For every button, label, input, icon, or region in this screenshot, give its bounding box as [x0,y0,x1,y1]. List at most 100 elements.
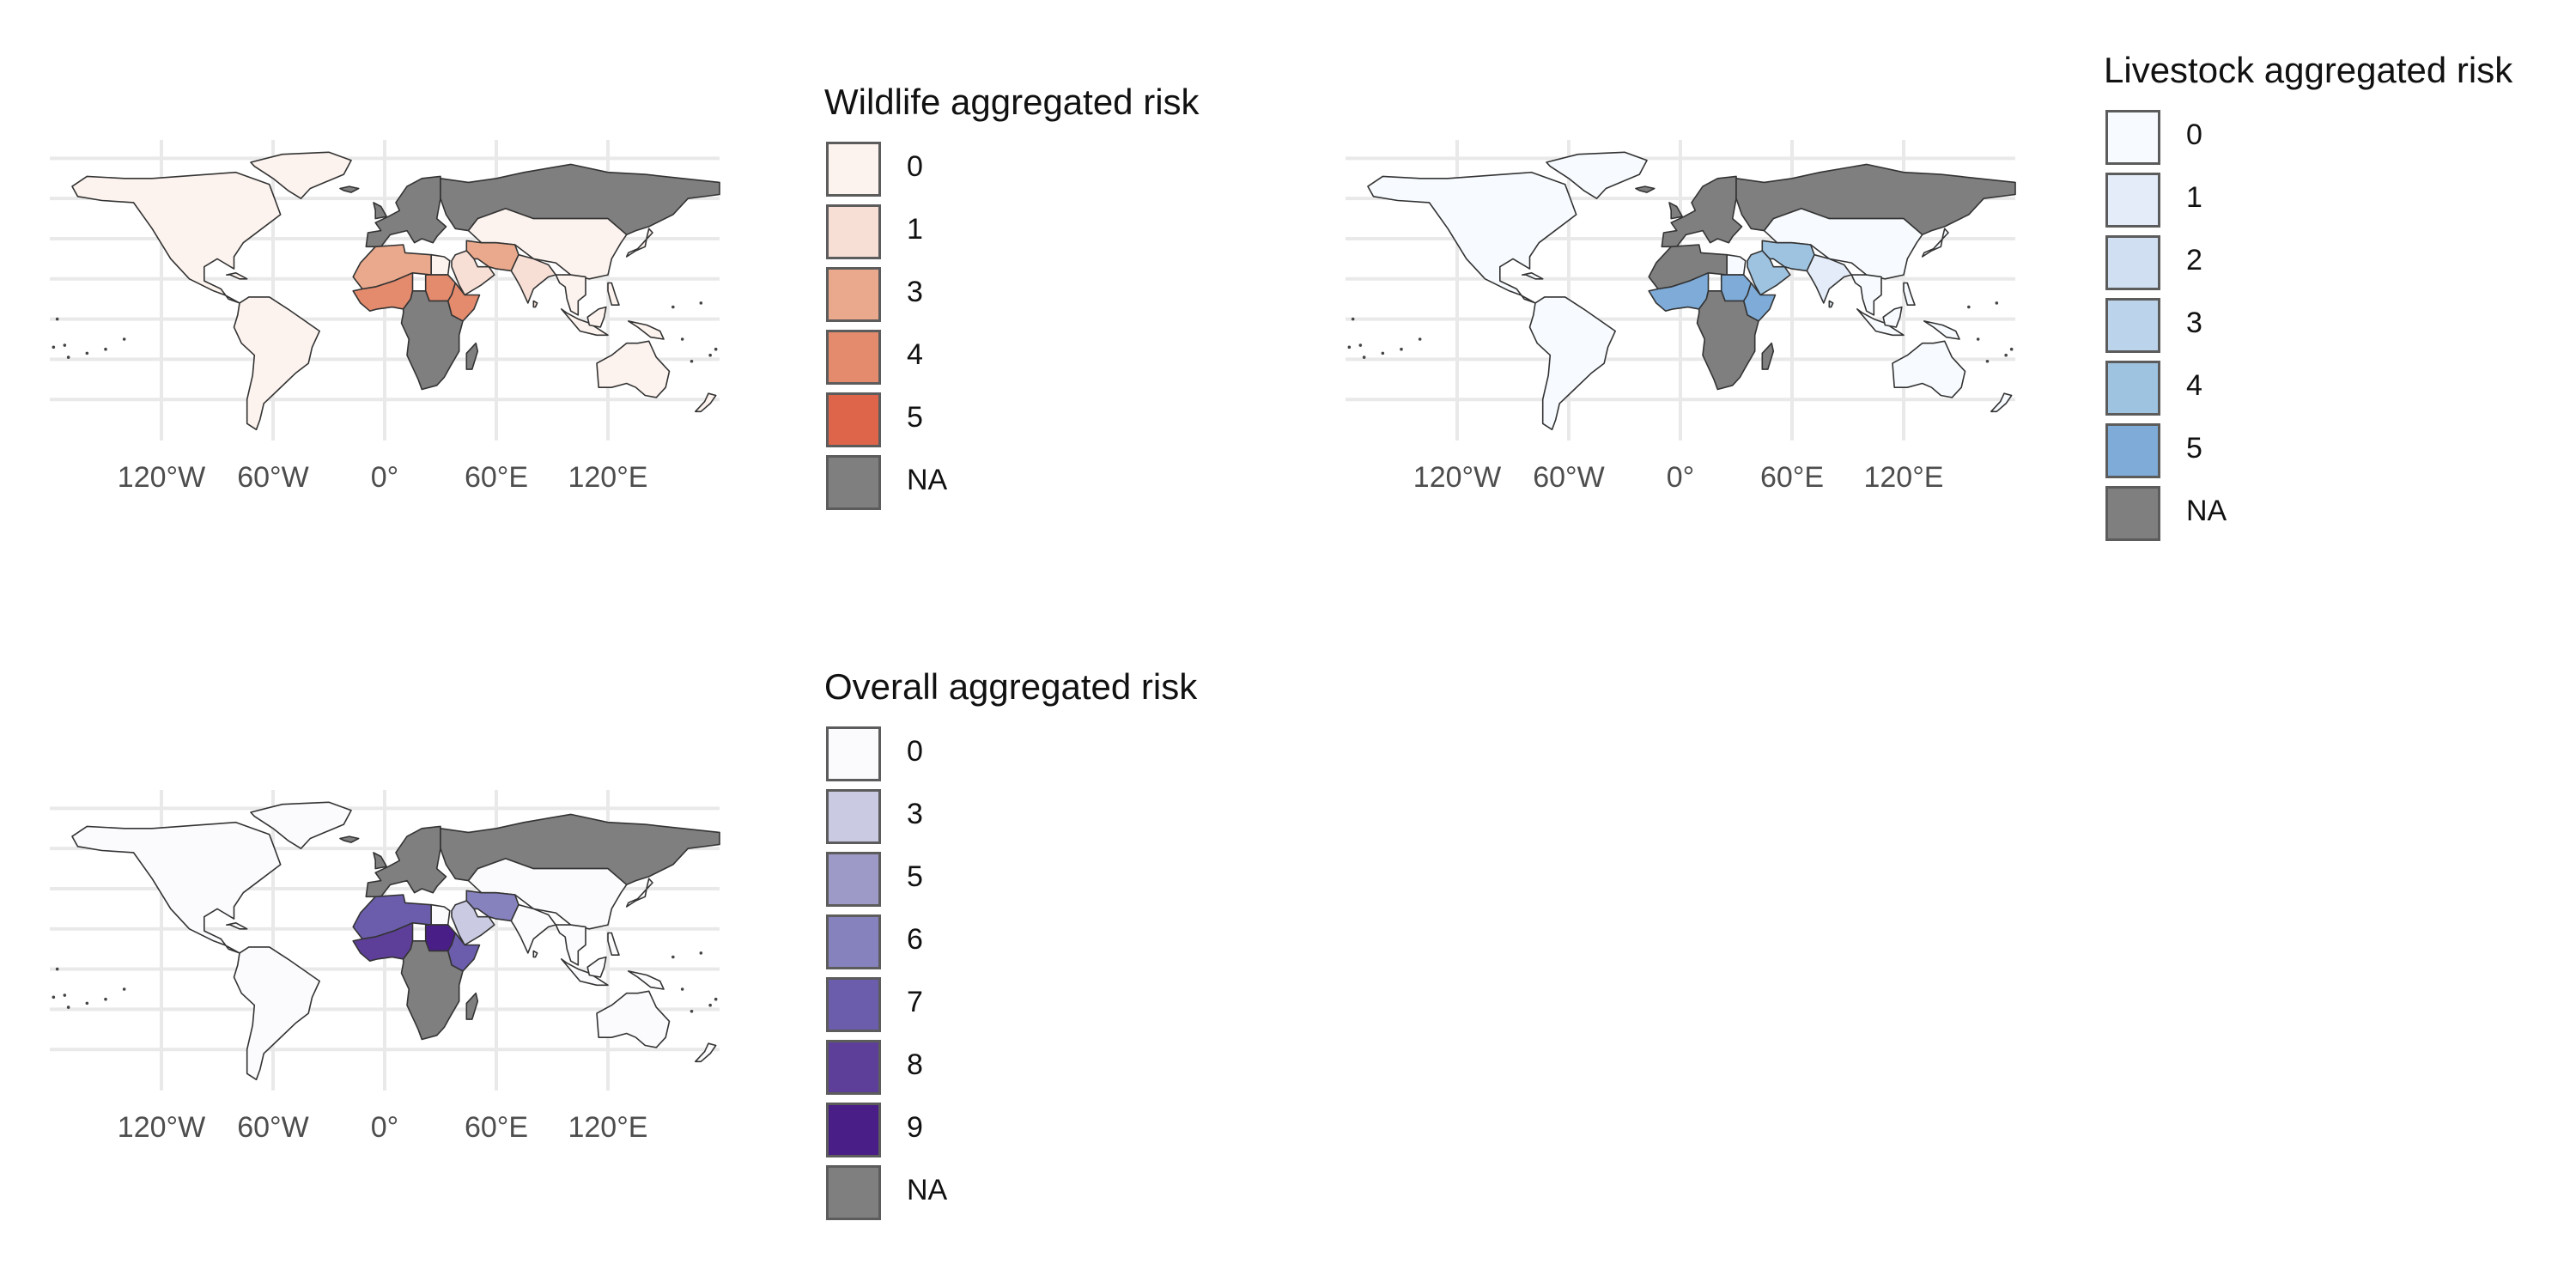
legend-key: 5 [2104,423,2361,486]
region-iceland [1635,185,1656,193]
legend-swatch [826,455,881,510]
island-dot [699,951,703,955]
island-dot [671,305,675,309]
legend-key: 9 [824,1103,1082,1165]
region-borneo [586,956,607,978]
legend-swatch [2105,110,2160,165]
wildlife-legend-title: Wildlife aggregated risk [824,82,1200,122]
island-dot [714,997,718,1001]
legend-label: 0 [907,150,923,183]
legend-key: 8 [824,1040,1082,1103]
region-australia [1892,340,1966,398]
legend-label: 5 [2186,432,2202,465]
island-dot [671,955,675,959]
legend-key: NA [2104,486,2361,549]
region-uk [1668,202,1684,220]
legend-swatch [826,852,881,907]
legend-key: 0 [2104,110,2361,173]
region-madagascar [1761,342,1775,370]
legend-key: 2 [2104,235,2361,298]
legend-label: 8 [907,1048,923,1081]
legend-key: NA [824,1165,1082,1228]
island-dot [1358,343,1363,347]
legend-label: 4 [2186,369,2202,402]
legend-label: 2 [2186,244,2202,276]
x-tick-label: 60°E [465,1111,528,1144]
island-dot [2004,353,2008,357]
region-cuba [226,272,248,280]
legend-label: 7 [907,986,923,1018]
island-dot [104,347,107,351]
legend-key: 5 [824,852,1082,914]
legend-key: 4 [2104,361,2361,423]
island-dot [55,967,59,971]
island-dot [66,355,70,359]
x-tick-label: 120°W [1413,461,1501,494]
island-dot [1362,355,1366,359]
legend-key: 4 [824,330,1082,392]
region-png [1923,320,1960,340]
island-dot [66,1005,70,1009]
x-tick-label: 120°E [568,1111,647,1144]
legend-key: 1 [824,204,1082,267]
region-greenland [250,151,352,200]
island-dot [85,351,89,355]
countries [71,801,720,1081]
region-arabia [1747,250,1791,296]
island-dot [55,317,59,321]
island-dot [1351,317,1355,321]
region-cuba [1522,272,1544,280]
island-dots [52,301,718,363]
legend-swatch [826,1103,881,1157]
island-dot [122,987,126,991]
x-tick-label: 120°W [118,1111,205,1144]
region-americas [71,821,321,1081]
legend-swatch [826,142,881,197]
island-dot [708,353,712,357]
region-iceland [339,835,360,843]
region-arabia [451,900,495,946]
region-sri-lanka [532,950,538,958]
region-uk [373,202,388,220]
legend-swatch [826,789,881,844]
region-africa-central-south [1696,290,1759,391]
legend-label: 3 [907,798,923,830]
region-madagascar [465,342,479,370]
legend-label: 4 [907,338,923,371]
region-indonesia [1856,308,1905,337]
region-india [1806,253,1853,304]
island-dot [1967,305,1971,309]
island-dot [52,345,56,349]
livestock-world-map: 120°W 60°W 0° 60°E 120°E [1346,140,2016,494]
region-egypt [430,903,451,926]
x-tick-label: 60°E [1760,461,1824,494]
island-dot [680,337,684,341]
legend-key: 3 [2104,298,2361,361]
region-sri-lanka [532,300,538,308]
island-dot [63,993,67,997]
island-dot [52,995,56,999]
region-madagascar [465,992,479,1020]
region-egypt [1726,253,1747,276]
island-dot [1347,345,1352,349]
livestock-legend-keys: 0 1 2 3 4 5 NA [2104,110,2361,549]
legend-key: 3 [824,267,1082,330]
x-tick-label: 60°W [237,461,309,494]
region-philippines [1903,282,1916,306]
overall-world-map: 120°W 60°W 0° 60°E 120°E [50,790,720,1144]
legend-key: 3 [824,789,1082,852]
region-se-asia [555,274,586,316]
region-iceland [339,185,360,193]
x-tick-label: 60°W [237,1111,309,1144]
island-dot [699,301,703,305]
region-philippines [607,932,620,956]
wildlife-legend-keys: 0 1 3 4 5 NA [824,142,1082,518]
x-tick-label: 120°E [1863,461,1943,494]
region-borneo [586,306,607,328]
island-dot [63,343,67,347]
region-se-asia [555,924,586,966]
region-cuba [226,922,248,930]
x-tick-label: 0° [1667,461,1695,494]
legend-swatch [826,914,881,969]
legend-label: NA [2186,495,2227,527]
